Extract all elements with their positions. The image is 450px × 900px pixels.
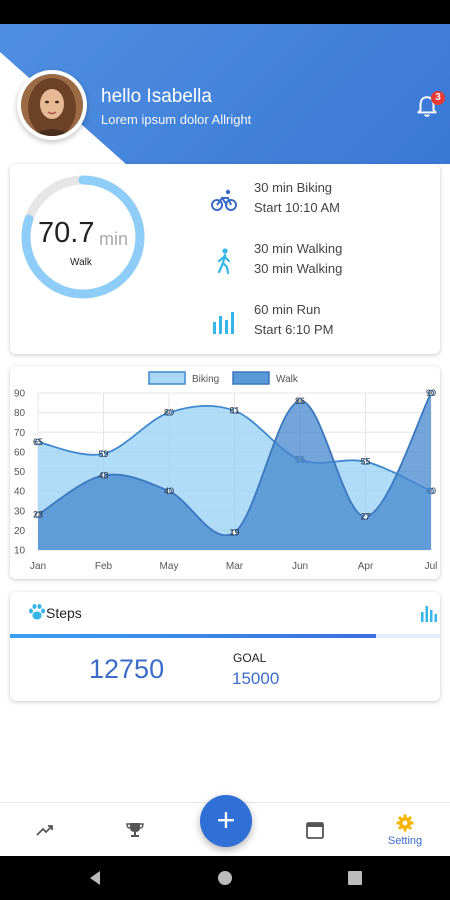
trophy-icon [126,823,144,837]
y-tick-label: 20 [14,526,26,537]
y-tick-label: 60 [14,447,26,458]
steps-card: Steps 12750 GOAL 15000 [10,592,440,701]
activity-run-duration: 60 min Run [254,302,321,317]
y-tick-label: 30 [14,506,26,517]
data-label: 27 [360,512,370,522]
series-area-walk [38,393,431,550]
steps-progress-track [10,634,440,638]
series-line-walk [37,392,432,536]
paw-icon [29,604,45,620]
avatar-photo [21,74,83,136]
data-label: 81 [229,406,239,416]
goal-value: 15000 [232,669,280,688]
steps-progress-fill [10,634,376,638]
y-tick-label: 90 [14,389,26,400]
data-label: 86 [295,396,305,406]
x-tick-label: Jan [30,561,46,572]
x-tick-label: May [160,561,179,572]
activity-run-start: Start 6:10 PM [254,322,334,337]
x-tick-label: Jun [292,561,308,572]
steps-value: 12750 [89,654,165,684]
avatar[interactable] [17,70,87,140]
data-point [362,458,369,465]
data-label: 48 [98,470,108,480]
chart-card: 90 80 70 60 50 40 30 20 10 Jan Feb May Mar Jun Apr Jul 6… [10,366,440,579]
bar-chart-icon [213,312,234,334]
data-label: 40 [164,486,174,496]
walk-progress-ring [21,175,145,299]
data-label: 19 [229,527,239,537]
bar-chart-icon[interactable] [420,602,438,622]
data-label: 65 [33,437,43,447]
y-tick-label: 70 [14,428,26,439]
activity-walking-duration: 30 min Walking [254,241,343,256]
status-bar [0,0,450,24]
data-point [231,407,238,414]
data-label: 90 [426,388,436,398]
data-point [165,487,173,495]
y-tick-label: 40 [14,487,26,498]
data-point [34,438,42,446]
data-point [165,409,173,416]
activity-walking[interactable]: 30 min Walking 30 min Walking [210,241,430,285]
recents-icon[interactable] [346,869,364,887]
add-button[interactable]: + [200,795,252,847]
back-icon[interactable] [86,869,104,887]
legend-swatch-walk [232,371,270,385]
notification-badge: 3 [431,91,445,105]
data-label: 80 [164,408,174,418]
data-label: 55 [360,457,370,467]
activity-card: 70.7 min Walk 30 min Biking Start 10:10 … [10,164,440,354]
data-point [100,472,107,479]
data-point [231,529,238,536]
walk-minutes-value: 70.7 [38,217,95,249]
bike-icon [211,189,237,211]
data-label: 28 [33,510,43,520]
system-navigation-bar [0,856,450,900]
activity-biking-duration: 30 min Biking [254,180,333,195]
walk-minutes-unit: min [99,229,129,249]
add-icon: + [216,802,236,838]
legend-swatch-biking [148,371,186,385]
x-tick-label: Apr [358,561,374,572]
data-point [427,389,435,397]
y-tick-label: 10 [14,546,26,557]
nav-item-setting[interactable]: Setting [360,803,450,857]
data-point [362,513,369,520]
data-point [100,450,107,458]
activity-biking[interactable]: 30 min Biking Start 10:10 AM [210,180,430,224]
trending-icon [36,825,53,836]
y-tick-label: 80 [14,408,26,419]
greeting-text: hello Isabella [101,86,212,107]
nav-item-calendar[interactable] [270,803,360,857]
walk-label: Walk [70,257,92,268]
steps-title: Steps [46,605,82,621]
nav-label-setting: Setting [387,835,423,847]
nav-item-stats[interactable] [0,803,90,857]
data-point [34,511,42,518]
x-tick-label: Jul [425,561,438,572]
legend-label-walk: Walk [276,374,299,385]
calendar-icon [306,822,324,839]
legend-label-biking: Biking [192,374,219,385]
y-tick-label: 50 [14,467,26,478]
activity-biking-start: Start 10:10 AM [254,200,340,215]
x-tick-label: Feb [95,561,113,572]
activity-area-chart: 90 80 70 60 50 40 30 20 10 Jan Feb May Mar Jun Apr Jul 6… [14,371,438,572]
activity-walking-detail: 30 min Walking [254,261,343,276]
home-icon[interactable] [216,869,234,887]
walk-icon [217,248,231,275]
nav-item-trophy[interactable] [90,803,180,857]
goal-label: GOAL [233,651,267,665]
data-point [296,397,304,405]
activity-run[interactable]: 60 min Run Start 6:10 PM [210,302,430,346]
data-label: 59 [98,449,108,459]
greeting-subtitle: Lorem ipsum dolor Allright [101,112,252,127]
gear-icon [396,814,414,832]
x-tick-label: Mar [226,561,244,572]
